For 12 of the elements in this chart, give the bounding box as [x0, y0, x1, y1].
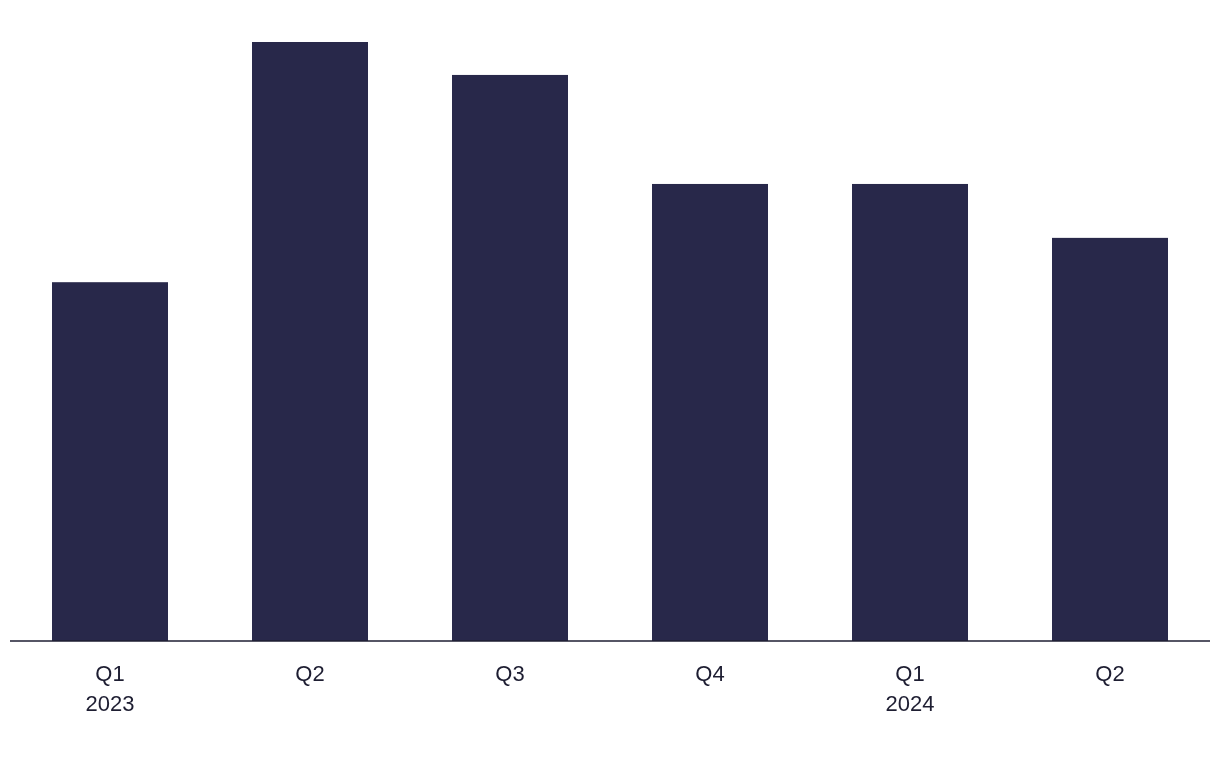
bar	[1052, 237, 1168, 641]
x-tick-label: Q1 2023	[85, 661, 135, 716]
bar	[452, 74, 568, 641]
x-tick-label: Q3	[495, 661, 525, 686]
x-tick-label: Q2	[1095, 661, 1125, 686]
bar	[52, 282, 168, 641]
bar	[652, 183, 768, 641]
bar	[852, 183, 968, 641]
x-tick-label: Q1 2024	[885, 661, 935, 716]
x-tick-label: Q4	[695, 661, 725, 686]
bar	[252, 42, 368, 641]
x-tick-label: Q2	[295, 661, 325, 686]
